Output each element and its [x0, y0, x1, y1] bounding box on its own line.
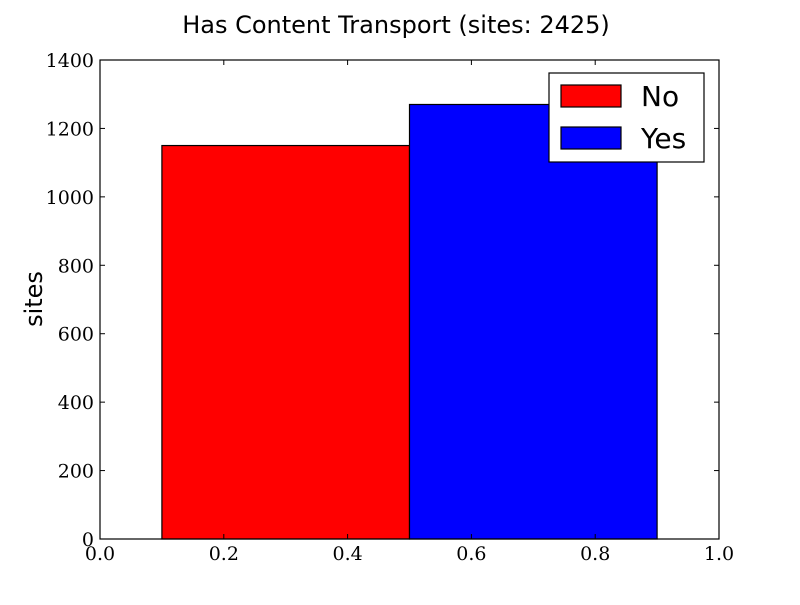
- axes-layer: 0.0 0.2 0.4 0.6 0.8 1.0 0 200 400 600 800 1000 1200 1…: [46, 50, 734, 565]
- bar-no: [161, 144, 411, 540]
- y-tick-label-2: 400: [58, 392, 94, 414]
- x-tick-label-5: 1.0: [704, 543, 734, 565]
- chart-title: Has Content Transport (sites: 2425): [182, 11, 610, 39]
- x-tick-label-4: 0.8: [580, 543, 610, 565]
- y-axis-label: sites: [20, 271, 48, 327]
- x-tick-label-1: 0.2: [209, 543, 239, 565]
- legend-swatch-yes: [560, 126, 622, 150]
- y-tick-label-1: 200: [58, 461, 94, 483]
- bars-layer: [161, 103, 658, 540]
- legend-label-no: No: [641, 80, 679, 113]
- x-tick-label-3: 0.6: [456, 543, 486, 565]
- plot-frame: [99, 59, 720, 540]
- bar-yes: [408, 103, 658, 540]
- x-tick-label-0: 0.0: [85, 543, 115, 565]
- legend-label-yes: Yes: [640, 122, 686, 155]
- x-tick-label-2: 0.4: [332, 543, 362, 565]
- y-tick-label-4: 800: [58, 255, 94, 277]
- y-tick-label-7: 1400: [46, 50, 94, 72]
- y-tick-label-0: 0: [82, 529, 94, 551]
- y-tick-label-6: 1200: [46, 118, 94, 140]
- legend: No Yes: [548, 72, 705, 163]
- y-tick-label-5: 1000: [46, 187, 94, 209]
- y-tick-label-3: 600: [58, 324, 94, 346]
- legend-swatch-no: [560, 84, 622, 108]
